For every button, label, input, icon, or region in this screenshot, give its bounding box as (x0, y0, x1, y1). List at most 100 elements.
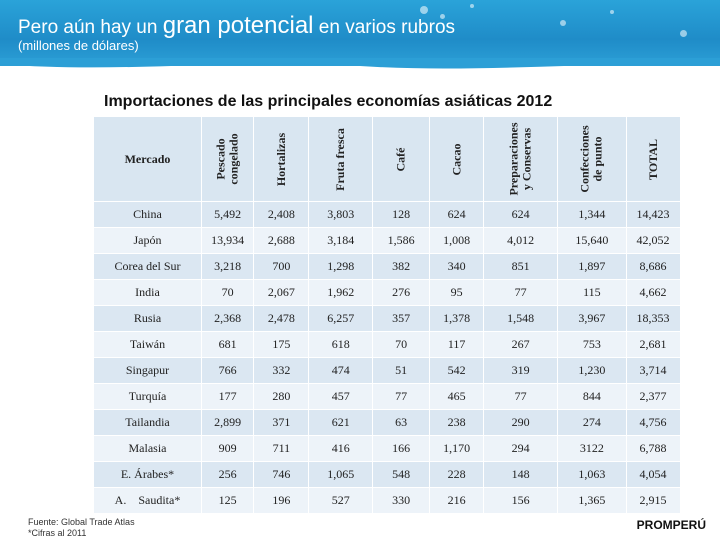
value-cell: 753 (557, 331, 627, 358)
value-cell: 3,714 (625, 357, 681, 384)
decorative-dot (440, 14, 445, 19)
value-cell: 3,803 (308, 201, 374, 228)
column-header-label: Café (393, 147, 408, 171)
table-body: China 5,492 2,408 3,803 128 624 624 1,344 14,423… (93, 201, 681, 514)
title-part-1: Pero aún hay un (18, 17, 163, 38)
value-cell: 416 (308, 435, 374, 462)
decorative-dot (680, 30, 687, 37)
value-cell: 1,230 (557, 357, 627, 384)
value-cell: 766 (200, 357, 255, 384)
banner-wave (0, 58, 720, 69)
value-cell: 228 (429, 461, 485, 488)
value-cell: 280 (253, 383, 310, 410)
column-header-label: Preparaciones y Conservas (507, 122, 534, 195)
table-row: China 5,492 2,408 3,803 128 624 624 1,344 14,423 (93, 201, 681, 228)
promperu-logo: PROMPERÚ (636, 518, 706, 532)
value-cell: 77 (372, 383, 431, 410)
table-row: A. Saudita* 125 196 527 330 216 156 1,365 2,915 (93, 487, 681, 514)
market-cell: Taiwán (93, 331, 202, 358)
table-row: Corea del Sur 3,218 700 1,298 382 340 851 1,897… (93, 253, 681, 280)
table-title: Importaciones de las principales economí… (104, 93, 553, 110)
market-cell: Corea del Sur (93, 253, 202, 280)
value-cell: 4,756 (625, 409, 681, 436)
column-header: Hortalizas (253, 116, 310, 202)
value-cell: 330 (372, 487, 431, 514)
value-cell: 148 (483, 461, 559, 488)
value-cell: 177 (200, 383, 255, 410)
title-part-3: en varios rubros (313, 17, 456, 38)
market-cell: A. Saudita* (93, 487, 202, 514)
value-cell: 371 (253, 409, 310, 436)
value-cell: 382 (372, 253, 431, 280)
column-header: TOTAL (625, 116, 681, 202)
value-cell: 42,052 (625, 227, 681, 254)
value-cell: 5,492 (200, 201, 255, 228)
value-cell: 1,548 (483, 305, 559, 332)
value-cell: 1,065 (308, 461, 374, 488)
value-cell: 1,298 (308, 253, 374, 280)
column-header-label: Fruta fresca (333, 128, 347, 191)
value-cell: 4,012 (483, 227, 559, 254)
value-cell: 128 (372, 201, 431, 228)
column-header-label: Pescado congelado (214, 133, 241, 184)
value-cell: 238 (429, 409, 485, 436)
table-row: India 70 2,067 1,962 276 95 77 115 4,662 (93, 279, 681, 306)
value-cell: 125 (200, 487, 255, 514)
decorative-dot (560, 20, 566, 26)
page-title: Pero aún hay un gran potencial en varios… (18, 12, 455, 40)
value-cell: 746 (253, 461, 310, 488)
column-header-line: Cacao (449, 143, 464, 175)
table-row: Turquía 177 280 457 77 465 77 844 2,377 (93, 383, 681, 410)
value-cell: 13,934 (200, 227, 255, 254)
value-cell: 216 (429, 487, 485, 514)
table-row: Singapur 766 332 474 51 542 319 1,230 3,714 (93, 357, 681, 384)
table-row: Malasia 909 711 416 166 1,170 294 3122 6,788 (93, 435, 681, 462)
title-part-2: gran potencial (162, 12, 314, 39)
value-cell: 2,478 (253, 305, 310, 332)
column-header-label: Confecciones de punto (578, 125, 605, 192)
column-header-line: y Conservas (519, 127, 534, 190)
value-cell: 2,681 (625, 331, 681, 358)
market-cell: India (93, 279, 202, 306)
table-row: Tailandia 2,899 371 621 63 238 290 274 4,756 (93, 409, 681, 436)
value-cell: 290 (483, 409, 559, 436)
value-cell: 77 (483, 279, 559, 306)
column-header-label: Mercado (124, 151, 171, 166)
table-row: E. Árabes* 256 746 1,065 548 228 148 1,063 4,054 (93, 461, 681, 488)
value-cell: 2,688 (253, 227, 310, 254)
column-header-label: TOTAL (645, 138, 660, 180)
title-banner: Pero aún hay un gran potencial en varios… (0, 0, 720, 66)
footer: Fuente: Global Trade Atlas *Cifras al 20… (28, 517, 135, 539)
value-cell: 196 (253, 487, 310, 514)
value-cell: 1,365 (557, 487, 627, 514)
value-cell: 70 (372, 331, 431, 358)
value-cell: 175 (253, 331, 310, 358)
value-cell: 3,967 (557, 305, 627, 332)
column-header-label: Cacao (449, 143, 464, 175)
value-cell: 267 (483, 331, 559, 358)
value-cell: 1,962 (308, 279, 374, 306)
value-cell: 3,184 (308, 227, 374, 254)
value-cell: 15,640 (557, 227, 627, 254)
value-cell: 474 (308, 357, 374, 384)
column-header-line: de punto (590, 135, 605, 182)
value-cell: 4,054 (625, 461, 681, 488)
value-cell: 621 (308, 409, 374, 436)
value-cell: 3,218 (200, 253, 255, 280)
market-cell: E. Árabes* (93, 461, 202, 488)
value-cell: 51 (372, 357, 431, 384)
value-cell: 117 (429, 331, 485, 358)
table-row: Taiwán 681 175 618 70 117 267 753 2,681 (93, 331, 681, 358)
value-cell: 1,063 (557, 461, 627, 488)
value-cell: 2,067 (253, 279, 310, 306)
column-header-line: Café (393, 147, 408, 171)
table-row: Japón 13,934 2,688 3,184 1,586 1,008 4,012 15,6… (93, 227, 681, 254)
market-cell: Rusia (93, 305, 202, 332)
value-cell: 700 (253, 253, 310, 280)
value-cell: 294 (483, 435, 559, 462)
value-cell: 1,008 (429, 227, 485, 254)
value-cell: 77 (483, 383, 559, 410)
value-cell: 844 (557, 383, 627, 410)
column-header-line: TOTAL (645, 138, 660, 180)
value-cell: 548 (372, 461, 431, 488)
